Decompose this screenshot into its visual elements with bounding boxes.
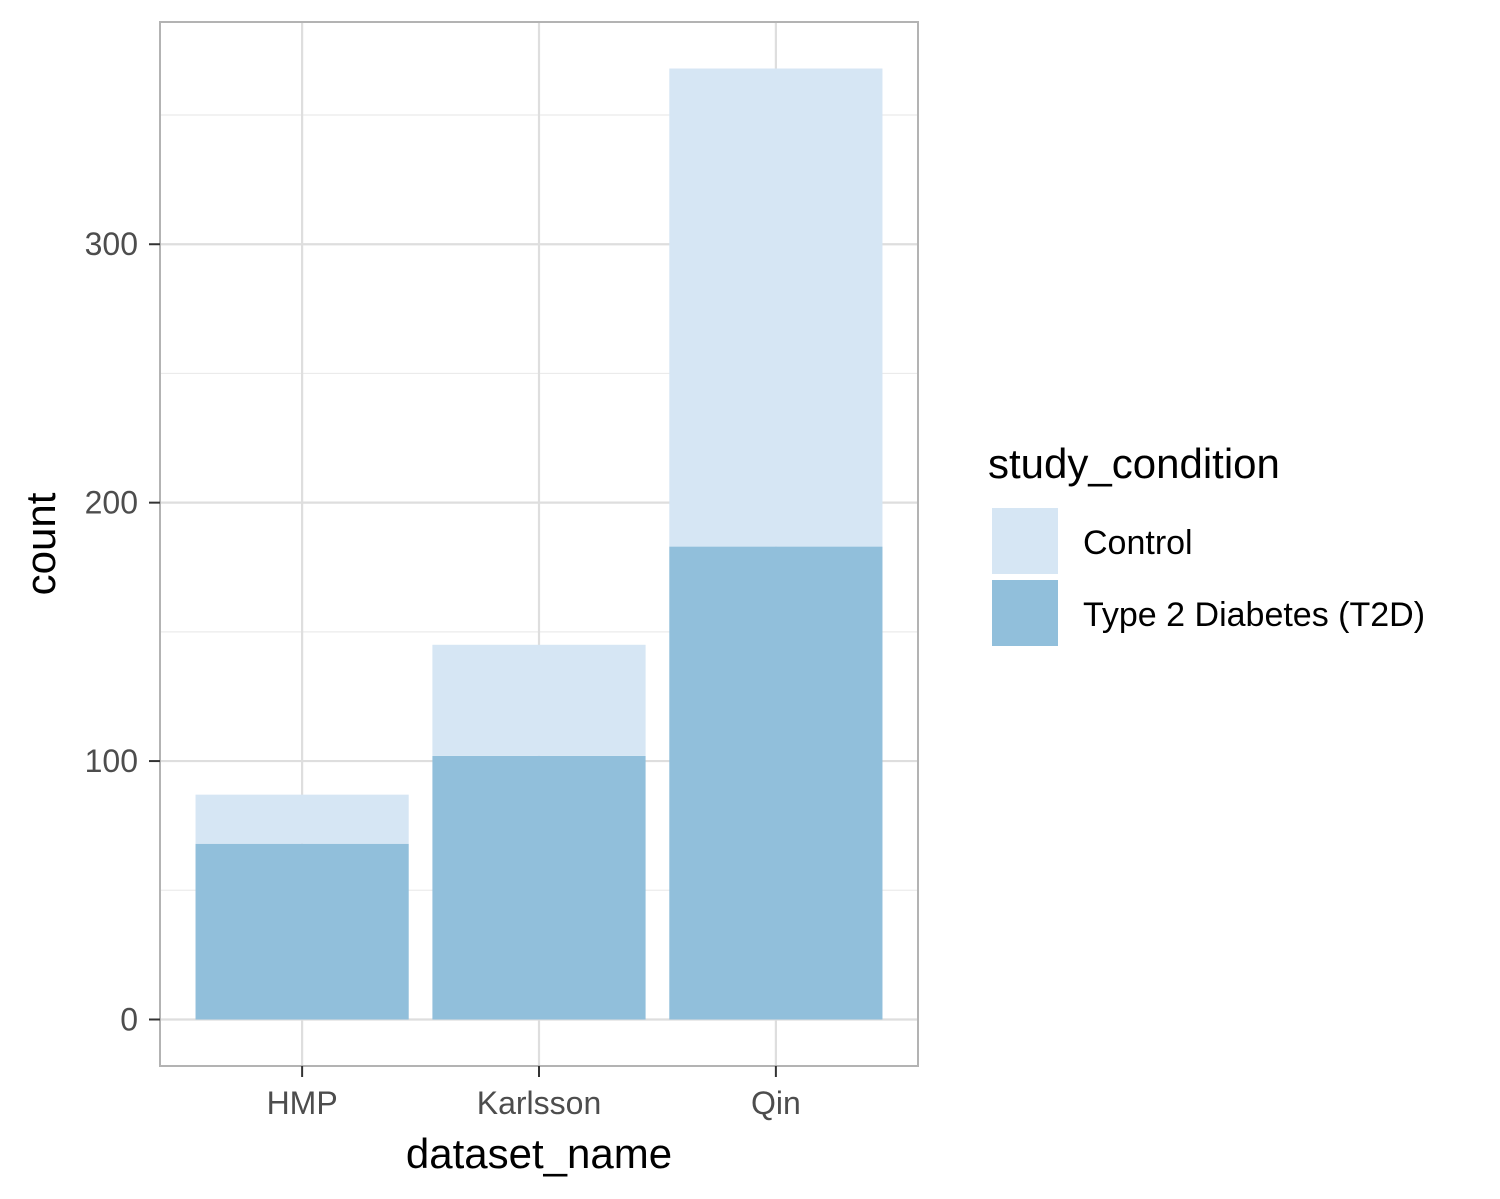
ticks-layer: 0 100 200 300 HMP Karlsson Qin bbox=[85, 226, 801, 1121]
y-tick-label: 300 bbox=[85, 226, 138, 262]
x-axis-title: dataset_name bbox=[406, 1130, 672, 1177]
legend-label: Control bbox=[1083, 524, 1193, 562]
legend-items: Control Type 2 Diabetes (T2D) bbox=[992, 508, 1425, 646]
bar-karlsson-control bbox=[432, 644, 646, 756]
bar-qin-control bbox=[669, 68, 883, 547]
x-tick-label: Karlsson bbox=[477, 1085, 602, 1121]
bar-karlsson-t2d bbox=[432, 755, 646, 1020]
x-tick-label: Qin bbox=[751, 1085, 801, 1121]
legend: study_condition Control Type 2 Diabetes (… bbox=[988, 440, 1425, 646]
bar-hmp-t2d bbox=[195, 843, 409, 1020]
y-tick-label: 0 bbox=[120, 1001, 138, 1037]
legend-key bbox=[992, 580, 1058, 646]
y-tick-label: 100 bbox=[85, 743, 138, 779]
x-tick-label: HMP bbox=[267, 1085, 338, 1121]
bars-layer bbox=[195, 68, 883, 1020]
bar-hmp-control bbox=[195, 794, 409, 844]
y-axis-title: count bbox=[17, 492, 64, 595]
legend-label: Type 2 Diabetes (T2D) bbox=[1083, 596, 1425, 634]
bar-qin-t2d bbox=[669, 546, 883, 1020]
legend-title: study_condition bbox=[988, 440, 1280, 487]
y-tick-label: 200 bbox=[85, 485, 138, 521]
legend-key bbox=[992, 508, 1058, 574]
